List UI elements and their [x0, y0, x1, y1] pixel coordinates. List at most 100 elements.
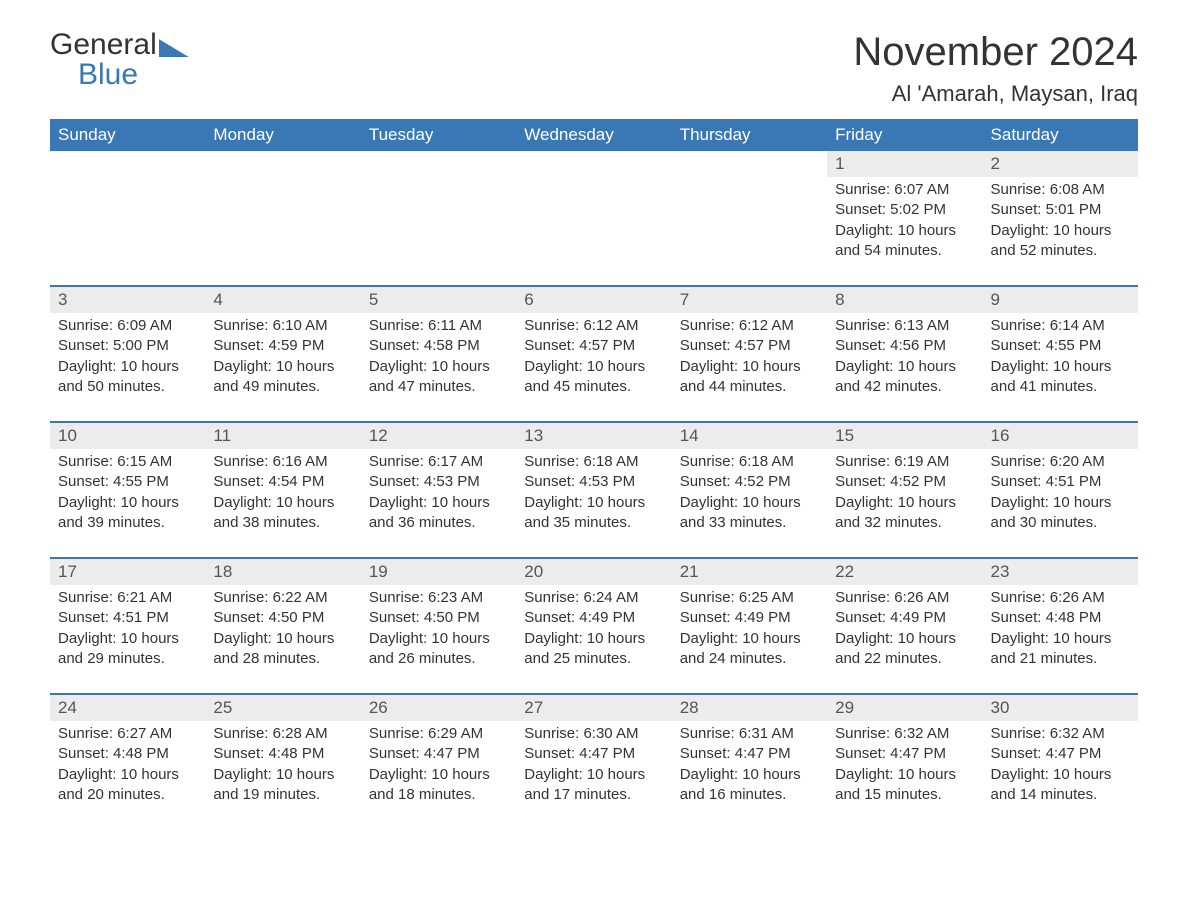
day-details: Sunrise: 6:32 AMSunset: 4:47 PMDaylight:… — [983, 721, 1138, 829]
calendar-table: SundayMondayTuesdayWednesdayThursdayFrid… — [50, 119, 1138, 829]
daylight-text: and 16 minutes. — [680, 785, 819, 805]
sunset-text: Sunset: 4:55 PM — [991, 336, 1130, 356]
location-text: Al 'Amarah, Maysan, Iraq — [853, 81, 1138, 107]
day-number: 4 — [205, 286, 360, 313]
day-details: Sunrise: 6:30 AMSunset: 4:47 PMDaylight:… — [516, 721, 671, 829]
daylight-text: and 32 minutes. — [835, 513, 974, 533]
day-details: Sunrise: 6:07 AMSunset: 5:02 PMDaylight:… — [827, 177, 982, 286]
sunset-text: Sunset: 4:47 PM — [680, 744, 819, 764]
daylight-text: Daylight: 10 hours — [369, 765, 508, 785]
day-details: Sunrise: 6:29 AMSunset: 4:47 PMDaylight:… — [361, 721, 516, 829]
sunset-text: Sunset: 4:49 PM — [680, 608, 819, 628]
sunset-text: Sunset: 4:53 PM — [524, 472, 663, 492]
daylight-text: Daylight: 10 hours — [991, 221, 1130, 241]
sunset-text: Sunset: 5:00 PM — [58, 336, 197, 356]
daylight-text: and 21 minutes. — [991, 649, 1130, 669]
daylight-text: Daylight: 10 hours — [524, 629, 663, 649]
day-number: 18 — [205, 558, 360, 585]
sunrise-text: Sunrise: 6:18 AM — [680, 452, 819, 472]
sunset-text: Sunset: 4:47 PM — [524, 744, 663, 764]
sunrise-text: Sunrise: 6:15 AM — [58, 452, 197, 472]
day-details: Sunrise: 6:24 AMSunset: 4:49 PMDaylight:… — [516, 585, 671, 694]
day-detail-row: Sunrise: 6:09 AMSunset: 5:00 PMDaylight:… — [50, 313, 1138, 422]
sunset-text: Sunset: 4:57 PM — [680, 336, 819, 356]
day-details: Sunrise: 6:27 AMSunset: 4:48 PMDaylight:… — [50, 721, 205, 829]
day-details: Sunrise: 6:32 AMSunset: 4:47 PMDaylight:… — [827, 721, 982, 829]
sunset-text: Sunset: 4:51 PM — [58, 608, 197, 628]
daylight-text: Daylight: 10 hours — [835, 357, 974, 377]
day-number-row: 10111213141516 — [50, 422, 1138, 449]
empty-cell — [50, 177, 205, 286]
sunset-text: Sunset: 4:59 PM — [213, 336, 352, 356]
day-number: 10 — [50, 422, 205, 449]
sunset-text: Sunset: 4:51 PM — [991, 472, 1130, 492]
day-details: Sunrise: 6:22 AMSunset: 4:50 PMDaylight:… — [205, 585, 360, 694]
daylight-text: Daylight: 10 hours — [835, 221, 974, 241]
daylight-text: and 35 minutes. — [524, 513, 663, 533]
sunrise-text: Sunrise: 6:12 AM — [680, 316, 819, 336]
day-details: Sunrise: 6:18 AMSunset: 4:52 PMDaylight:… — [672, 449, 827, 558]
sunrise-text: Sunrise: 6:26 AM — [835, 588, 974, 608]
sunrise-text: Sunrise: 6:25 AM — [680, 588, 819, 608]
sunset-text: Sunset: 4:48 PM — [213, 744, 352, 764]
daylight-text: Daylight: 10 hours — [524, 493, 663, 513]
sunrise-text: Sunrise: 6:13 AM — [835, 316, 974, 336]
day-details: Sunrise: 6:12 AMSunset: 4:57 PMDaylight:… — [672, 313, 827, 422]
sunset-text: Sunset: 5:02 PM — [835, 200, 974, 220]
day-details: Sunrise: 6:14 AMSunset: 4:55 PMDaylight:… — [983, 313, 1138, 422]
day-details: Sunrise: 6:11 AMSunset: 4:58 PMDaylight:… — [361, 313, 516, 422]
empty-cell — [205, 151, 360, 177]
daylight-text: Daylight: 10 hours — [369, 357, 508, 377]
sunrise-text: Sunrise: 6:23 AM — [369, 588, 508, 608]
sunrise-text: Sunrise: 6:17 AM — [369, 452, 508, 472]
logo-word1: General — [50, 30, 157, 60]
sunrise-text: Sunrise: 6:19 AM — [835, 452, 974, 472]
sunrise-text: Sunrise: 6:11 AM — [369, 316, 508, 336]
sunrise-text: Sunrise: 6:10 AM — [213, 316, 352, 336]
day-number: 5 — [361, 286, 516, 313]
day-number-row: 24252627282930 — [50, 694, 1138, 721]
weekday-header-row: SundayMondayTuesdayWednesdayThursdayFrid… — [50, 119, 1138, 151]
logo: General Blue — [50, 30, 189, 90]
day-number: 26 — [361, 694, 516, 721]
daylight-text: Daylight: 10 hours — [524, 357, 663, 377]
sunrise-text: Sunrise: 6:26 AM — [991, 588, 1130, 608]
sunrise-text: Sunrise: 6:22 AM — [213, 588, 352, 608]
weekday-header: Wednesday — [516, 119, 671, 151]
daylight-text: Daylight: 10 hours — [680, 629, 819, 649]
day-details: Sunrise: 6:15 AMSunset: 4:55 PMDaylight:… — [50, 449, 205, 558]
day-number: 14 — [672, 422, 827, 449]
empty-cell — [516, 151, 671, 177]
weekday-header: Tuesday — [361, 119, 516, 151]
sunset-text: Sunset: 4:58 PM — [369, 336, 508, 356]
daylight-text: Daylight: 10 hours — [213, 765, 352, 785]
day-number: 11 — [205, 422, 360, 449]
day-details: Sunrise: 6:23 AMSunset: 4:50 PMDaylight:… — [361, 585, 516, 694]
daylight-text: Daylight: 10 hours — [213, 629, 352, 649]
empty-cell — [50, 151, 205, 177]
day-details: Sunrise: 6:25 AMSunset: 4:49 PMDaylight:… — [672, 585, 827, 694]
daylight-text: and 47 minutes. — [369, 377, 508, 397]
sunrise-text: Sunrise: 6:21 AM — [58, 588, 197, 608]
daylight-text: Daylight: 10 hours — [991, 357, 1130, 377]
daylight-text: Daylight: 10 hours — [680, 493, 819, 513]
sunset-text: Sunset: 4:56 PM — [835, 336, 974, 356]
daylight-text: Daylight: 10 hours — [58, 357, 197, 377]
daylight-text: Daylight: 10 hours — [58, 629, 197, 649]
day-number: 25 — [205, 694, 360, 721]
sunrise-text: Sunrise: 6:32 AM — [835, 724, 974, 744]
sunrise-text: Sunrise: 6:24 AM — [524, 588, 663, 608]
day-number: 19 — [361, 558, 516, 585]
day-details: Sunrise: 6:16 AMSunset: 4:54 PMDaylight:… — [205, 449, 360, 558]
daylight-text: Daylight: 10 hours — [680, 357, 819, 377]
sunset-text: Sunset: 4:47 PM — [835, 744, 974, 764]
daylight-text: and 33 minutes. — [680, 513, 819, 533]
sunset-text: Sunset: 4:54 PM — [213, 472, 352, 492]
day-detail-row: Sunrise: 6:07 AMSunset: 5:02 PMDaylight:… — [50, 177, 1138, 286]
day-number: 16 — [983, 422, 1138, 449]
daylight-text: Daylight: 10 hours — [680, 765, 819, 785]
day-number: 24 — [50, 694, 205, 721]
sunset-text: Sunset: 4:50 PM — [213, 608, 352, 628]
daylight-text: Daylight: 10 hours — [524, 765, 663, 785]
empty-cell — [672, 177, 827, 286]
